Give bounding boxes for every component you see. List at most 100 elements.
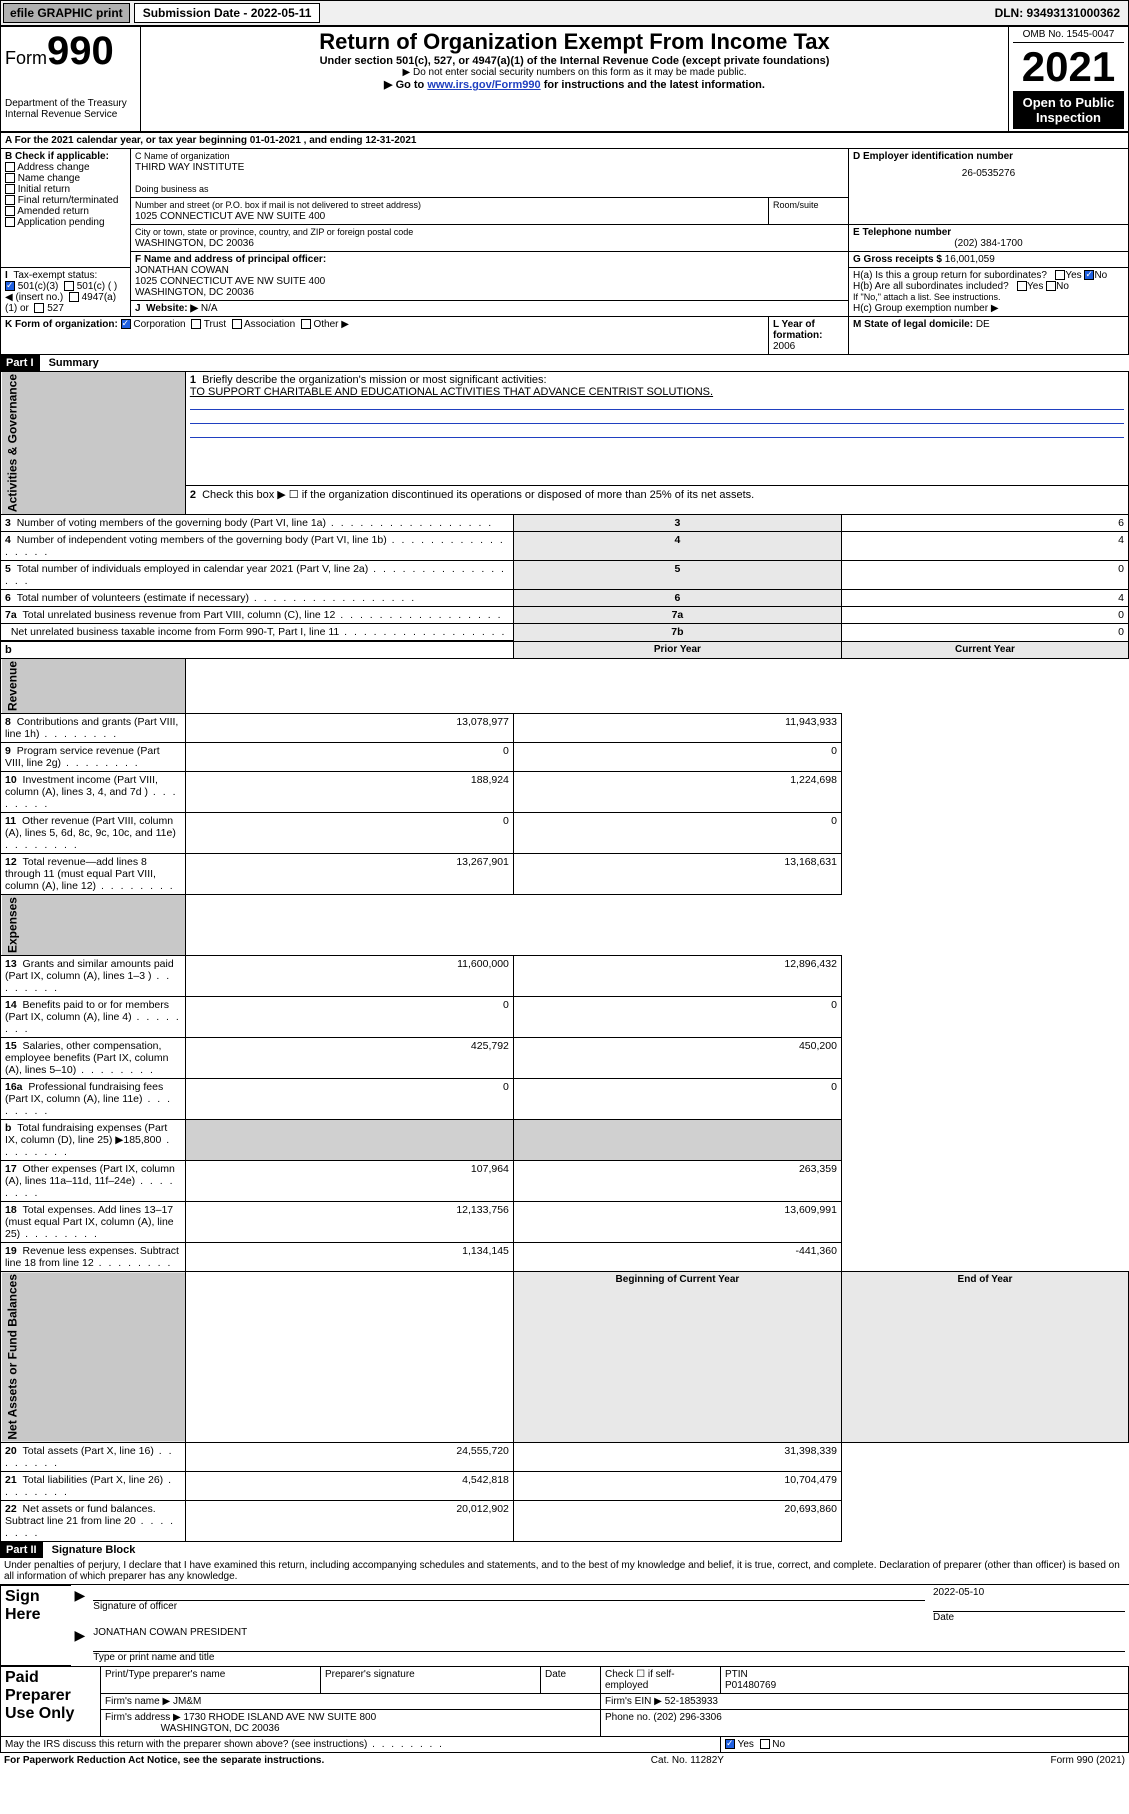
k-opt-label: Association <box>244 319 295 330</box>
prior-value: 425,792 <box>185 1038 513 1079</box>
line-value: 0 <box>841 624 1128 642</box>
line-no: 5 <box>5 563 11 575</box>
officer-addr1: 1025 CONNECTICUT AVE NW SUITE 400 <box>135 276 325 287</box>
chk-discuss-no[interactable] <box>760 1739 770 1749</box>
current-value: 13,168,631 <box>513 854 841 895</box>
k-label: K Form of organization: <box>5 319 118 330</box>
chk-hb-yes[interactable] <box>1017 281 1027 291</box>
hb-note: If "No," attach a list. See instructions… <box>853 292 1000 302</box>
line-no: 20 <box>5 1445 17 1457</box>
line-text: Total expenses. Add lines 13–17 (must eq… <box>5 1204 174 1240</box>
chk-ha-no[interactable] <box>1084 270 1094 280</box>
line-value: 0 <box>841 561 1128 590</box>
phone-value: (202) 384-1700 <box>853 238 1124 249</box>
line-no: 7a <box>5 609 17 621</box>
line-ref: 4 <box>513 532 841 561</box>
line-no: 22 <box>5 1503 17 1515</box>
q1-answer: TO SUPPORT CHARITABLE AND EDUCATIONAL AC… <box>190 386 713 398</box>
prior-value: 0 <box>185 813 513 854</box>
b-opt-label: Amended return <box>17 206 89 217</box>
room-label: Room/suite <box>773 200 819 210</box>
current-value: -441,360 <box>513 1243 841 1272</box>
prior-value: 107,964 <box>185 1161 513 1202</box>
chk-b-opt[interactable] <box>5 195 15 205</box>
paid-preparer-label: Paid Preparer Use Only <box>1 1666 101 1736</box>
firm-addr2: WASHINGTON, DC 20036 <box>161 1723 280 1734</box>
b-opt-label: Address change <box>17 162 89 173</box>
part1-badge: Part I <box>0 355 40 371</box>
line-ref: 5 <box>513 561 841 590</box>
prior-value: 188,924 <box>185 772 513 813</box>
chk-hb-no[interactable] <box>1046 281 1056 291</box>
hb-label: H(b) Are all subordinates included? <box>853 281 1009 292</box>
paid-preparer-table: Paid Preparer Use Only Print/Type prepar… <box>0 1666 1129 1753</box>
prior-value <box>185 1120 513 1161</box>
line-ref: 3 <box>513 515 841 532</box>
part2-header: Part II Signature Block <box>0 1542 1129 1558</box>
chk-b-opt[interactable] <box>5 162 15 172</box>
prior-value: 0 <box>185 997 513 1038</box>
k-opt-label: Corporation <box>133 319 185 330</box>
line-text: Grants and similar amounts paid (Part IX… <box>5 958 174 994</box>
current-value: 12,896,432 <box>513 956 841 997</box>
arrow-icon-2: ▶ <box>75 1627 86 1643</box>
prior-value: 20,012,902 <box>185 1500 513 1541</box>
chk-discuss-yes[interactable] <box>725 1739 735 1749</box>
part1-body: Activities & Governance 1 Briefly descri… <box>0 371 1129 1542</box>
chk-k-opt[interactable] <box>301 319 311 329</box>
yes-label-3: Yes <box>738 1739 754 1750</box>
current-value: 1,224,698 <box>513 772 841 813</box>
current-value: 31,398,339 <box>513 1442 841 1471</box>
k-opt-label: Other ▶ <box>313 319 348 330</box>
page-footer: For Paperwork Reduction Act Notice, see … <box>0 1753 1129 1768</box>
chk-527[interactable] <box>34 303 44 313</box>
line-no: 13 <box>5 958 17 970</box>
current-value: 0 <box>513 1079 841 1120</box>
current-value: 0 <box>513 813 841 854</box>
chk-b-opt[interactable] <box>5 173 15 183</box>
current-value: 20,693,860 <box>513 1500 841 1541</box>
k-opt-label: Trust <box>204 319 226 330</box>
current-value: 10,704,479 <box>513 1471 841 1500</box>
line-a: A For the 2021 calendar year, or tax yea… <box>1 133 1129 149</box>
q2-label: Check this box ▶ ☐ if the organization d… <box>202 489 754 501</box>
line-text: Other revenue (Part VIII, column (A), li… <box>5 815 176 851</box>
chk-b-opt[interactable] <box>5 217 15 227</box>
line-text: Net unrelated business taxable income fr… <box>11 626 507 638</box>
line-text: Program service revenue (Part VIII, line… <box>5 745 160 769</box>
chk-k-opt[interactable] <box>232 319 242 329</box>
prior-value: 1,134,145 <box>185 1243 513 1272</box>
tab-activities-governance: Activities & Governance <box>1 372 186 515</box>
form-number: 990 <box>47 29 114 73</box>
chk-4947[interactable] <box>69 292 79 302</box>
chk-ha-yes[interactable] <box>1055 270 1065 280</box>
firm-addr-label: Firm's address ▶ <box>105 1712 181 1723</box>
c-label: C Name of organization <box>135 151 230 161</box>
chk-k-opt[interactable] <box>191 319 201 329</box>
opt-501c3: 501(c)(3) <box>18 281 59 292</box>
note2-post: for instructions and the latest informat… <box>541 79 765 91</box>
b-opt-label: Application pending <box>17 217 104 228</box>
chk-501c3[interactable] <box>5 281 15 291</box>
g-label: G Gross receipts $ <box>853 254 942 265</box>
efile-print-button[interactable]: efile GRAPHIC print <box>3 3 130 23</box>
line-no: 8 <box>5 716 11 728</box>
penalties-text: Under penalties of perjury, I declare th… <box>0 1558 1129 1585</box>
line-text: Professional fundraising fees (Part IX, … <box>5 1081 172 1117</box>
col-current: Current Year <box>841 641 1128 659</box>
line-text: Total number of volunteers (estimate if … <box>17 592 416 604</box>
submission-date: Submission Date - 2022-05-11 <box>134 3 321 23</box>
chk-501c[interactable] <box>64 281 74 291</box>
line-value: 4 <box>841 532 1128 561</box>
chk-b-opt[interactable] <box>5 206 15 216</box>
irs-link[interactable]: www.irs.gov/Form990 <box>427 79 540 91</box>
line-text: Net assets or fund balances. Subtract li… <box>5 1503 175 1539</box>
chk-k-opt[interactable] <box>121 319 131 329</box>
firm-ein-label: Firm's EIN ▶ <box>605 1696 662 1707</box>
line-text: Total unrelated business revenue from Pa… <box>23 609 503 621</box>
e-label: E Telephone number <box>853 227 951 238</box>
line-ref: 6 <box>513 590 841 607</box>
chk-b-opt[interactable] <box>5 184 15 194</box>
sign-here-label: Sign Here <box>1 1585 71 1665</box>
form-990-label: Form990 <box>5 29 136 74</box>
